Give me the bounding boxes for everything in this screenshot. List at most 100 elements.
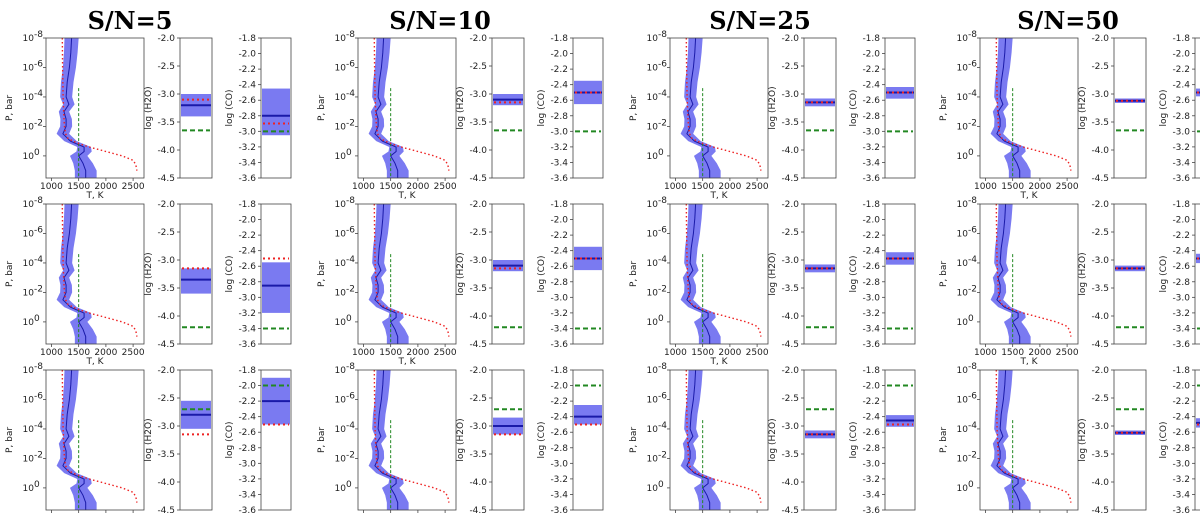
x-axis-label: T, K [1019,191,1038,201]
y-tick-exponent: -8 [658,196,667,206]
co-abundance-tick-label: -2.4 [550,413,568,423]
co-abundance-frame [572,369,604,511]
co-abundance-tick-label: -2.6 [862,428,880,438]
y-tick-exponent: -2 [658,450,667,460]
co-abundance-tick-label: -2.8 [550,444,568,454]
y-tick-exponent: 0 [346,480,352,490]
co-abundance-tick-label: -3.4 [238,490,256,500]
co-abundance-axis-label: log (CO) [849,422,859,459]
y-tick-label: 10 [23,229,35,239]
y-tick-exponent: -2 [968,118,977,128]
co-abundance-tick-label: -3.6 [862,506,880,513]
co-abundance-panel: -1.8 -2.0 -2.2 -2.4 -2.6 -2.8 -3.0 -3.2 -3.4 -3.6… [1159,200,1200,350]
h2o-abundance-tick-label: -4.5 [469,174,487,184]
co-abundance-axis-label: log (CO) [849,90,859,127]
co-abundance-tick-label: -3.0 [238,293,256,303]
co-abundance-tick-label: -1.8 [1172,34,1190,44]
profile-frame [669,37,769,179]
co-abundance-confidence-band [574,405,602,425]
true-profile-line [373,204,450,337]
x-axis-label: T, K [1019,357,1038,367]
y-tick-exponent: 0 [346,314,352,324]
co-abundance-frame [884,37,916,179]
h2o-abundance-frame [1113,203,1147,345]
co-abundance-tick-label: -2.6 [550,428,568,438]
y-tick-exponent: -6 [658,59,667,69]
h2o-abundance-axis-label: log (H2O) [768,418,778,461]
co-abundance-tick-label: -3.0 [1172,459,1190,469]
co-abundance-tick-label: -3.2 [862,143,880,153]
median-profile-line [62,38,87,178]
y-tick-exponent: -8 [658,30,667,40]
y-tick-exponent: -8 [968,362,977,372]
co-abundance-tick-label: -2.2 [238,231,256,241]
y-tick-label: 10 [647,454,659,464]
profile-frame [357,369,457,511]
co-abundance-tick-label: -2.8 [238,112,256,122]
co-abundance-panel: -1.8 -2.0 -2.2 -2.4 -2.6 -2.8 -3.0 -3.2 -3.4 -3.6… [537,200,604,350]
co-abundance-tick-label: -2.2 [1172,231,1190,241]
profile-plot-area [56,38,138,178]
y-tick-label: 10 [335,484,347,494]
co-abundance-tick-label: -2.2 [862,231,880,241]
y-tick-exponent: -8 [346,362,355,372]
y-tick-exponent: -8 [968,196,977,206]
co-abundance-tick-label: -2.2 [550,65,568,75]
co-abundance-tick-label: -3.2 [1172,143,1190,153]
median-profile-line [374,38,399,178]
co-abundance-tick-label: -1.8 [862,200,880,210]
co-abundance-tick-label: -1.8 [238,34,256,44]
co-abundance-tick-label: -3.2 [550,309,568,319]
co-abundance-axis-label: log (CO) [537,422,547,459]
h2o-abundance-tick-label: -4.0 [469,478,487,488]
x-tick-label: 2000 [718,182,741,192]
y-tick-label: 10 [647,152,659,162]
h2o-abundance-axis-label: log (H2O) [1078,418,1088,461]
y-tick-exponent: -6 [346,225,355,235]
h2o-abundance-panel: -2.0 -2.5 -3.0 -3.5 -4.0 -4.5 log (H2O) [768,366,837,513]
y-tick-exponent: -2 [346,118,355,128]
profile-plot-area [990,204,1072,344]
co-abundance-panel: -1.8 -2.0 -2.2 -2.4 -2.6 -2.8 -3.0 -3.2 -3.4 -3.6… [849,200,916,350]
y-tick-exponent: -4 [34,421,43,431]
co-abundance-tick-label: -3.2 [238,309,256,319]
x-tick-label: 2500 [746,182,769,192]
h2o-abundance-axis-label: log (H2O) [456,418,466,461]
y-tick-label: 10 [957,425,969,435]
h2o-abundance-tick-label: -3.5 [1091,450,1109,460]
x-tick-label: 1000 [352,182,375,192]
h2o-abundance-tick-label: -2.0 [781,34,799,44]
x-tick-label: 1000 [664,182,687,192]
y-tick-exponent: -2 [658,118,667,128]
h2o-abundance-tick-label: -2.5 [781,394,799,404]
y-tick-label: 10 [23,200,35,210]
y-tick-label: 10 [957,200,969,210]
co-abundance-axis-label: log (CO) [1159,256,1169,293]
h2o-abundance-tick-label: -4.0 [157,146,175,156]
co-abundance-panel: -1.8 -2.0 -2.2 -2.4 -2.6 -2.8 -3.0 -3.2 -3.4 -3.6… [1159,366,1200,513]
co-abundance-tick-label: -1.8 [550,200,568,210]
y-tick-exponent: 0 [658,148,664,158]
y-tick-label: 10 [335,366,347,376]
h2o-abundance-frame [491,203,525,345]
profile-frame [45,203,145,345]
h2o-abundance-tick-label: -3.5 [469,284,487,294]
x-tick-label: 1000 [974,348,997,358]
x-tick-label: 2000 [406,348,429,358]
h2o-abundance-tick-label: -4.5 [781,506,799,513]
co-abundance-tick-label: -2.8 [862,112,880,122]
y-tick-label: 10 [647,63,659,73]
h2o-abundance-tick-label: -3.0 [157,256,175,266]
y-tick-label: 10 [23,259,35,269]
co-abundance-tick-label: -3.2 [1172,475,1190,485]
h2o-abundance-tick-label: -2.5 [469,394,487,404]
co-abundance-tick-label: -2.6 [1172,262,1190,272]
y-axis-label: P, bar [5,261,15,287]
co-abundance-tick-label: -2.8 [1172,278,1190,288]
co-abundance-tick-label: -1.8 [238,366,256,376]
co-abundance-tick-label: -2.8 [1172,444,1190,454]
h2o-abundance-tick-label: -3.5 [1091,284,1109,294]
co-abundance-tick-label: -3.4 [550,324,568,334]
